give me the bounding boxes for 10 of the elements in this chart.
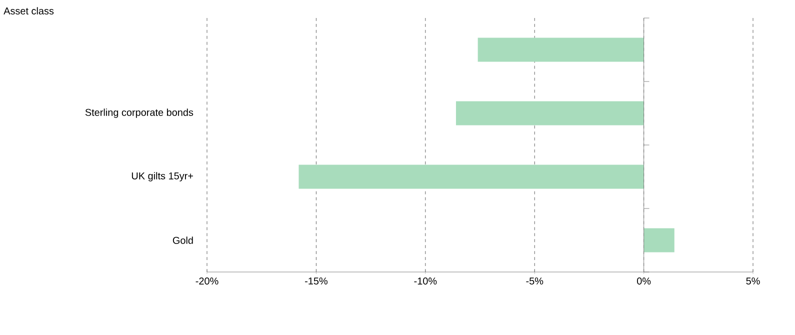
- y-tick-label: Sterling corporate bonds: [85, 108, 194, 118]
- y-axis-title: Asset class: [4, 7, 54, 14]
- y-tick-label: UK gilts 15yr+: [132, 172, 193, 182]
- x-tick-label: 0%: [637, 278, 651, 285]
- x-tick-label: -20%: [196, 278, 218, 285]
- y-tick-label: Gold: [172, 236, 193, 244]
- x-tick-label: -15%: [305, 278, 328, 285]
- x-tick-label: -10%: [414, 278, 437, 285]
- x-tick-label: -5%: [526, 278, 544, 285]
- x-tick-label: 5%: [746, 278, 760, 285]
